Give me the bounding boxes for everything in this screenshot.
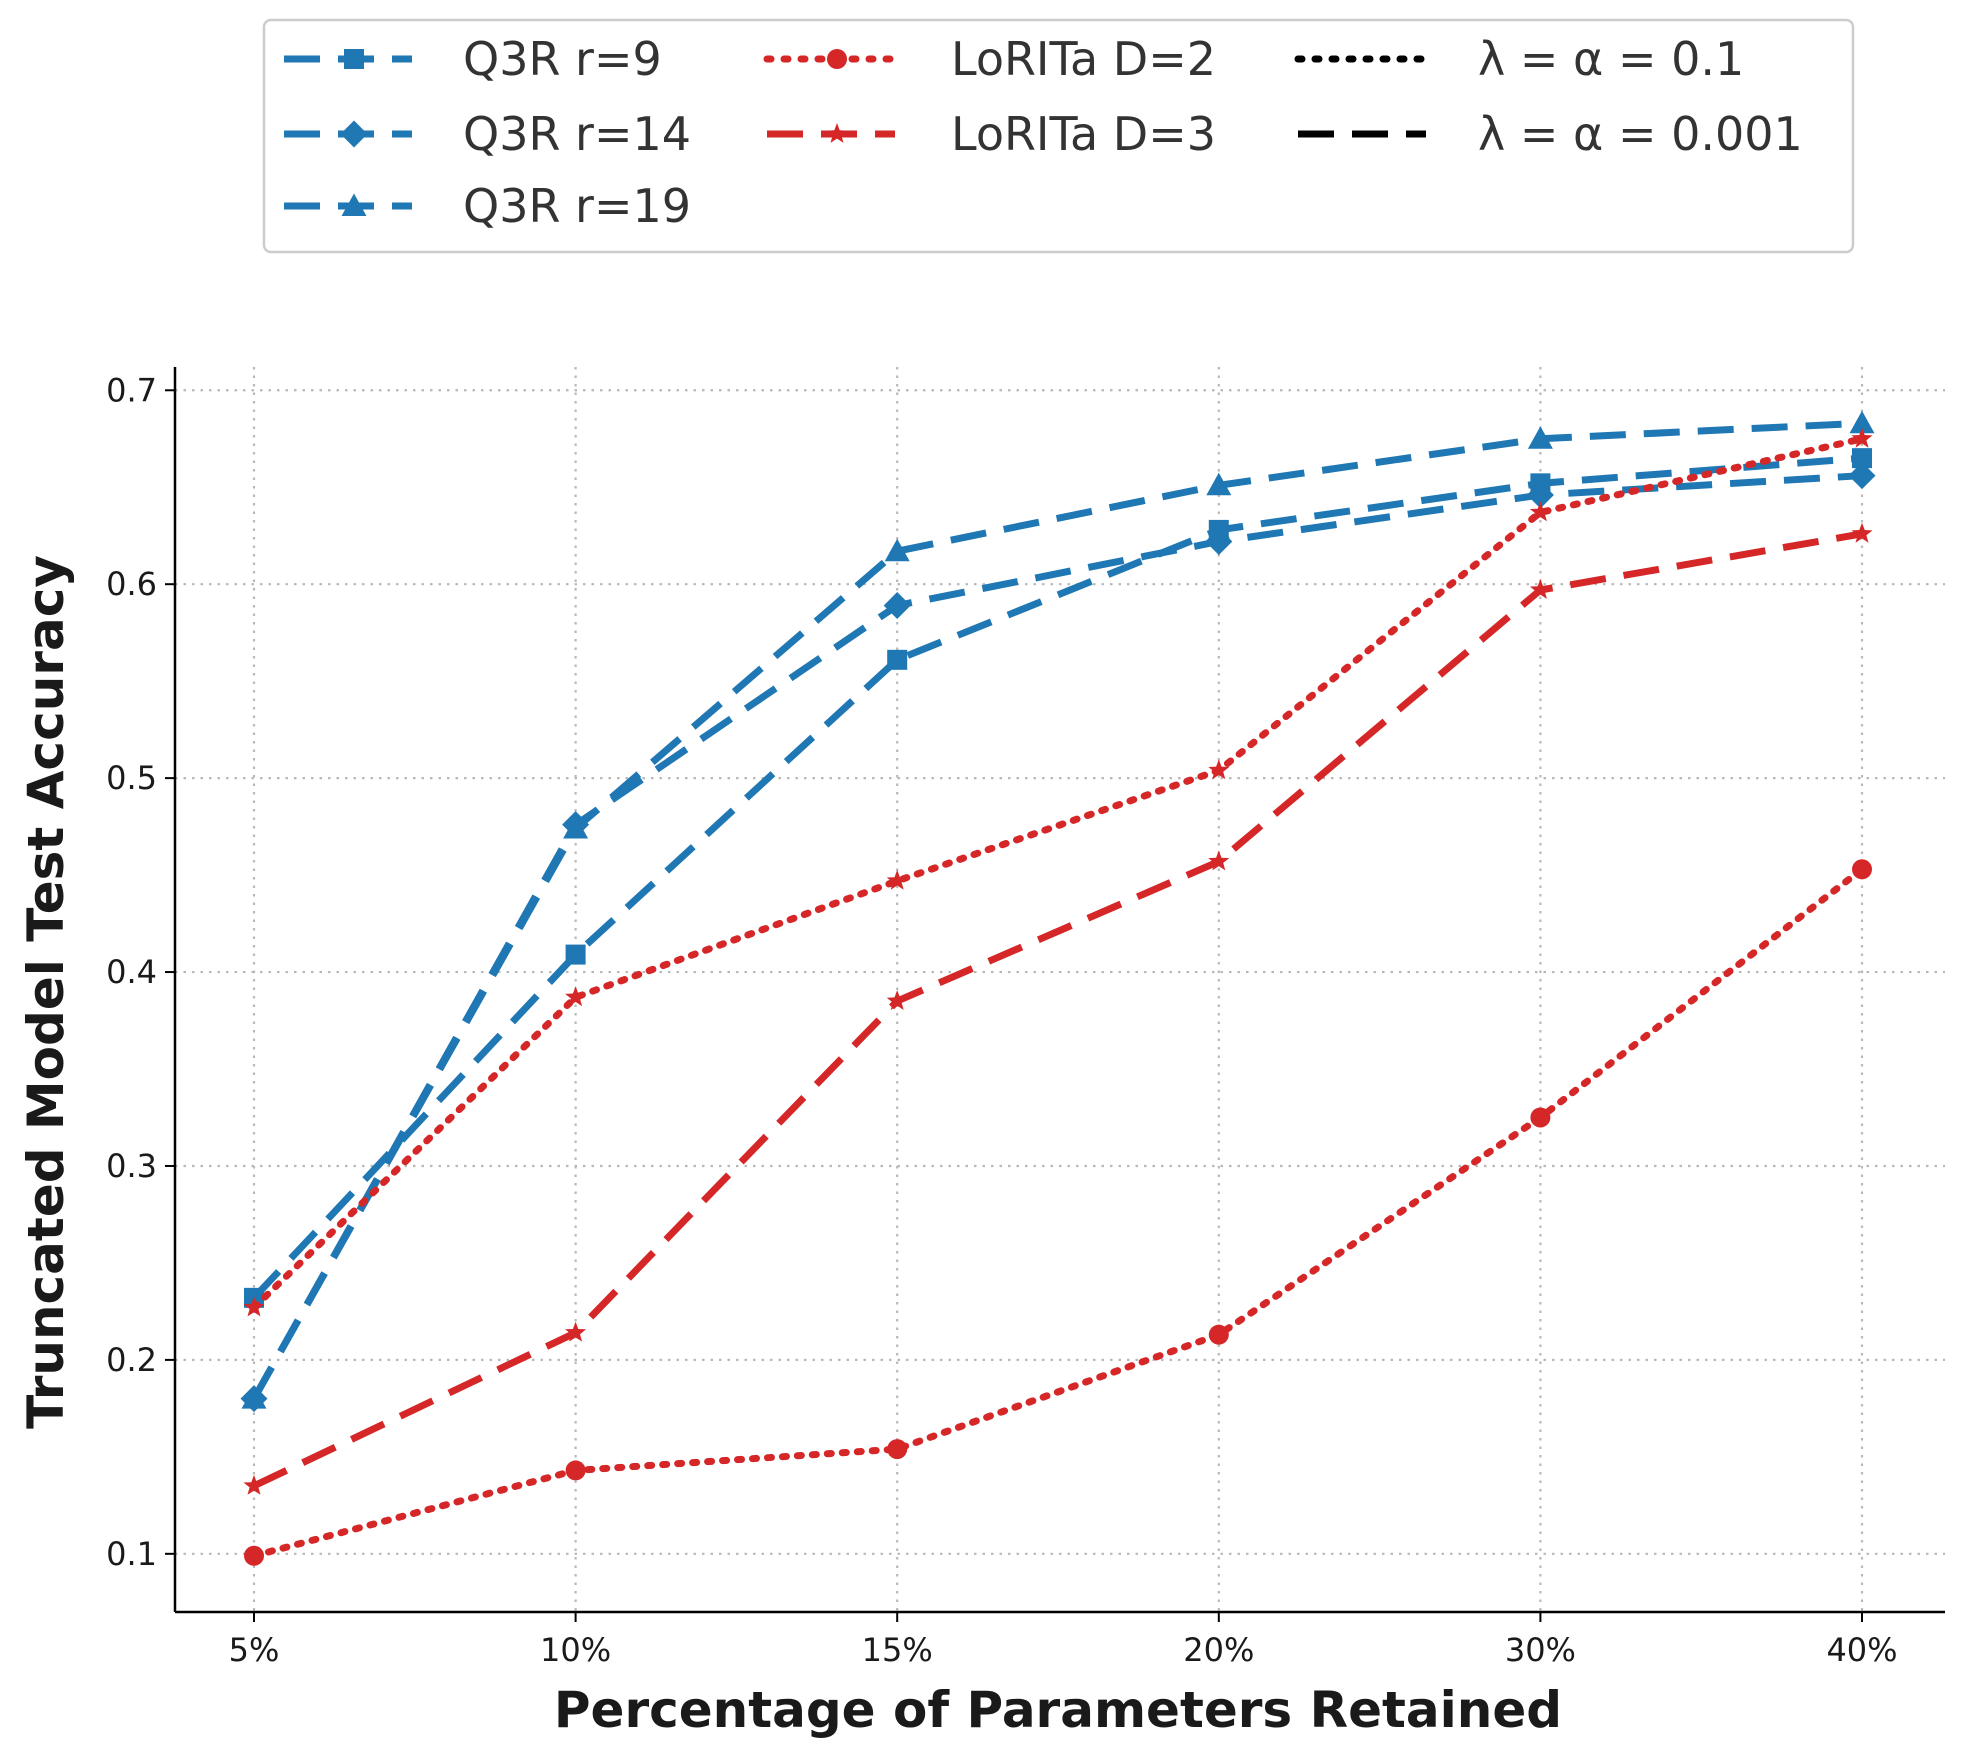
legend-label: LoRITa D=3 bbox=[951, 107, 1216, 161]
data-point bbox=[1526, 481, 1554, 509]
data-point bbox=[1208, 850, 1230, 871]
data-point bbox=[1205, 528, 1233, 556]
data-point bbox=[1208, 759, 1230, 780]
data-point bbox=[886, 869, 908, 890]
y-tick-label: 0.2 bbox=[106, 1341, 157, 1379]
y-tick-label: 0.4 bbox=[106, 953, 157, 991]
data-point bbox=[1527, 426, 1553, 449]
series bbox=[243, 522, 1873, 1495]
legend-entry: λ = α = 0.001 bbox=[1298, 107, 1803, 161]
x-tick-label: 40% bbox=[1826, 1631, 1897, 1669]
legend-label: λ = α = 0.1 bbox=[1478, 32, 1744, 86]
data-point bbox=[887, 1439, 908, 1460]
data-point bbox=[1529, 579, 1551, 599]
y-tick-label: 0.6 bbox=[106, 565, 157, 603]
data-point bbox=[565, 944, 586, 965]
grid bbox=[175, 367, 1945, 1612]
y-tick-label: 0.1 bbox=[106, 1535, 157, 1573]
legend-marker bbox=[341, 193, 367, 216]
data-point bbox=[243, 1296, 265, 1317]
legend-entry: Q3R r=14 bbox=[284, 107, 691, 161]
series bbox=[244, 859, 1872, 1566]
series-line bbox=[250, 419, 1863, 1401]
y-tick-label: 0.7 bbox=[106, 371, 157, 409]
x-axis-title: Percentage of Parameters Retained bbox=[554, 1681, 1562, 1739]
data-point bbox=[1852, 448, 1872, 469]
series-layer bbox=[240, 410, 1876, 1566]
legend: Q3R r=9 Q3R r=14 Q3R r=19 LoRITa D=2 LoRITa … bbox=[262, 18, 1855, 254]
legend-marker bbox=[826, 123, 848, 143]
data-point bbox=[565, 1321, 587, 1342]
data-point bbox=[1206, 472, 1232, 496]
legend-marker bbox=[827, 49, 847, 69]
series-line bbox=[251, 454, 1863, 1301]
x-tick-label: 5% bbox=[229, 1631, 280, 1669]
legend-label: λ = α = 0.001 bbox=[1478, 107, 1803, 161]
legend-entry: LoRITa D=2 bbox=[763, 32, 1216, 86]
series bbox=[241, 410, 1875, 1409]
series-line bbox=[250, 435, 1866, 1311]
x-tick-label: 15% bbox=[862, 1631, 933, 1669]
data-point bbox=[563, 816, 589, 839]
axes bbox=[173, 367, 1945, 1614]
data-point bbox=[1852, 859, 1872, 880]
y-tick-label: 0.3 bbox=[106, 1147, 157, 1185]
legend-frame bbox=[262, 18, 1855, 254]
data-point bbox=[887, 649, 908, 670]
x-tick-label: 10% bbox=[540, 1631, 611, 1669]
legend-label: LoRITa D=2 bbox=[951, 32, 1216, 86]
series-line bbox=[250, 865, 1866, 1560]
legend-label: Q3R r=19 bbox=[463, 179, 691, 233]
ticks: 0.1 0.2 0.3 0.4 0.5 0.6 0.7 5% 10% 15% 20% 30% 40% bbox=[106, 371, 1897, 1669]
series-line bbox=[250, 472, 1863, 1401]
legend-marker bbox=[340, 120, 368, 148]
data-point bbox=[241, 1386, 267, 1409]
x-tick-label: 30% bbox=[1505, 1631, 1576, 1669]
data-point bbox=[1851, 522, 1873, 543]
data-point bbox=[883, 592, 911, 620]
x-tick-label: 20% bbox=[1183, 1631, 1254, 1669]
data-point bbox=[884, 538, 910, 562]
legend-label: Q3R r=9 bbox=[463, 32, 662, 86]
data-point bbox=[1848, 462, 1876, 490]
data-point bbox=[1529, 501, 1551, 522]
series-line bbox=[252, 530, 1863, 1490]
legend-marker bbox=[344, 49, 364, 69]
legend-entry: LoRITa D=3 bbox=[767, 107, 1216, 161]
data-point bbox=[1530, 1107, 1551, 1128]
legend-entry: Q3R r=9 bbox=[284, 32, 662, 86]
legend-entry: λ = α = 0.1 bbox=[1294, 32, 1744, 86]
legend-entry: Q3R r=19 bbox=[284, 179, 691, 233]
series bbox=[240, 462, 1876, 1413]
data-point bbox=[1851, 427, 1873, 448]
data-point bbox=[1849, 410, 1875, 434]
data-point bbox=[1208, 1324, 1229, 1345]
y-axis-title: Truncated Model Test Accuracy bbox=[17, 555, 75, 1429]
data-point bbox=[244, 1545, 264, 1566]
series bbox=[243, 427, 1873, 1317]
y-tick-label: 0.5 bbox=[106, 759, 157, 797]
data-point bbox=[565, 1460, 586, 1481]
legend-label: Q3R r=14 bbox=[463, 107, 691, 161]
data-point bbox=[886, 990, 908, 1010]
data-point bbox=[243, 1474, 265, 1495]
data-point bbox=[565, 986, 587, 1007]
